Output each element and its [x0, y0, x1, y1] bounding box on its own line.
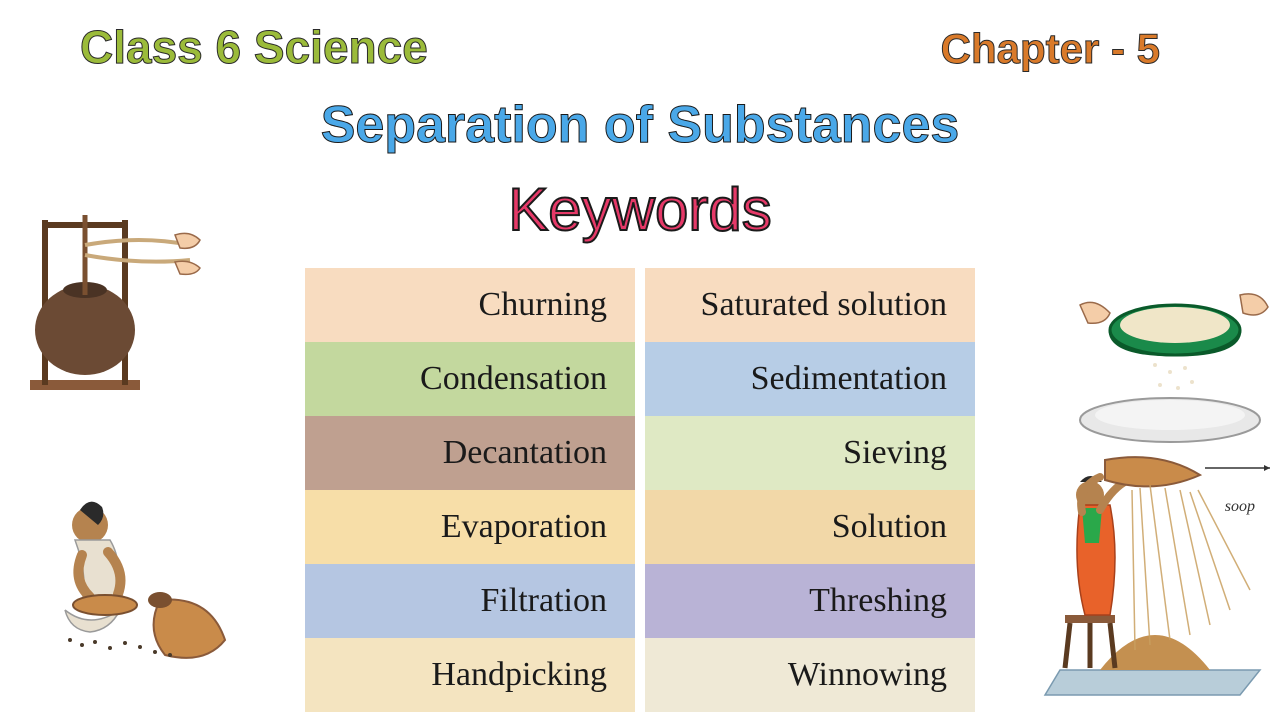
keyword-cell: Threshing	[645, 564, 975, 638]
sieving-illustration	[1060, 260, 1280, 450]
churning-illustration	[0, 190, 220, 400]
keyword-cell: Evaporation	[305, 490, 635, 564]
keyword-cell: Churning	[305, 268, 635, 342]
chapter-heading: Chapter - 5	[941, 25, 1160, 73]
keywords-left-column: Churning Condensation Decantation Evapor…	[305, 268, 635, 712]
keyword-cell: Sieving	[645, 416, 975, 490]
keyword-cell: Filtration	[305, 564, 635, 638]
keywords-table: Churning Condensation Decantation Evapor…	[305, 268, 975, 712]
chapter-title: Separation of Substances	[321, 95, 960, 155]
winnowing-illustration	[1040, 440, 1280, 700]
keyword-cell: Sedimentation	[645, 342, 975, 416]
keyword-cell: Handpicking	[305, 638, 635, 712]
keyword-cell: Saturated solution	[645, 268, 975, 342]
keyword-cell: Winnowing	[645, 638, 975, 712]
keywords-heading: Keywords	[508, 175, 771, 244]
keyword-cell: Solution	[645, 490, 975, 564]
keywords-right-column: Saturated solution Sedimentation Sieving…	[645, 268, 975, 712]
keyword-cell: Decantation	[305, 416, 635, 490]
handpicking-illustration	[20, 480, 250, 670]
soop-label: soop	[1225, 498, 1255, 516]
class-heading: Class 6 Science	[80, 20, 428, 74]
keyword-cell: Condensation	[305, 342, 635, 416]
